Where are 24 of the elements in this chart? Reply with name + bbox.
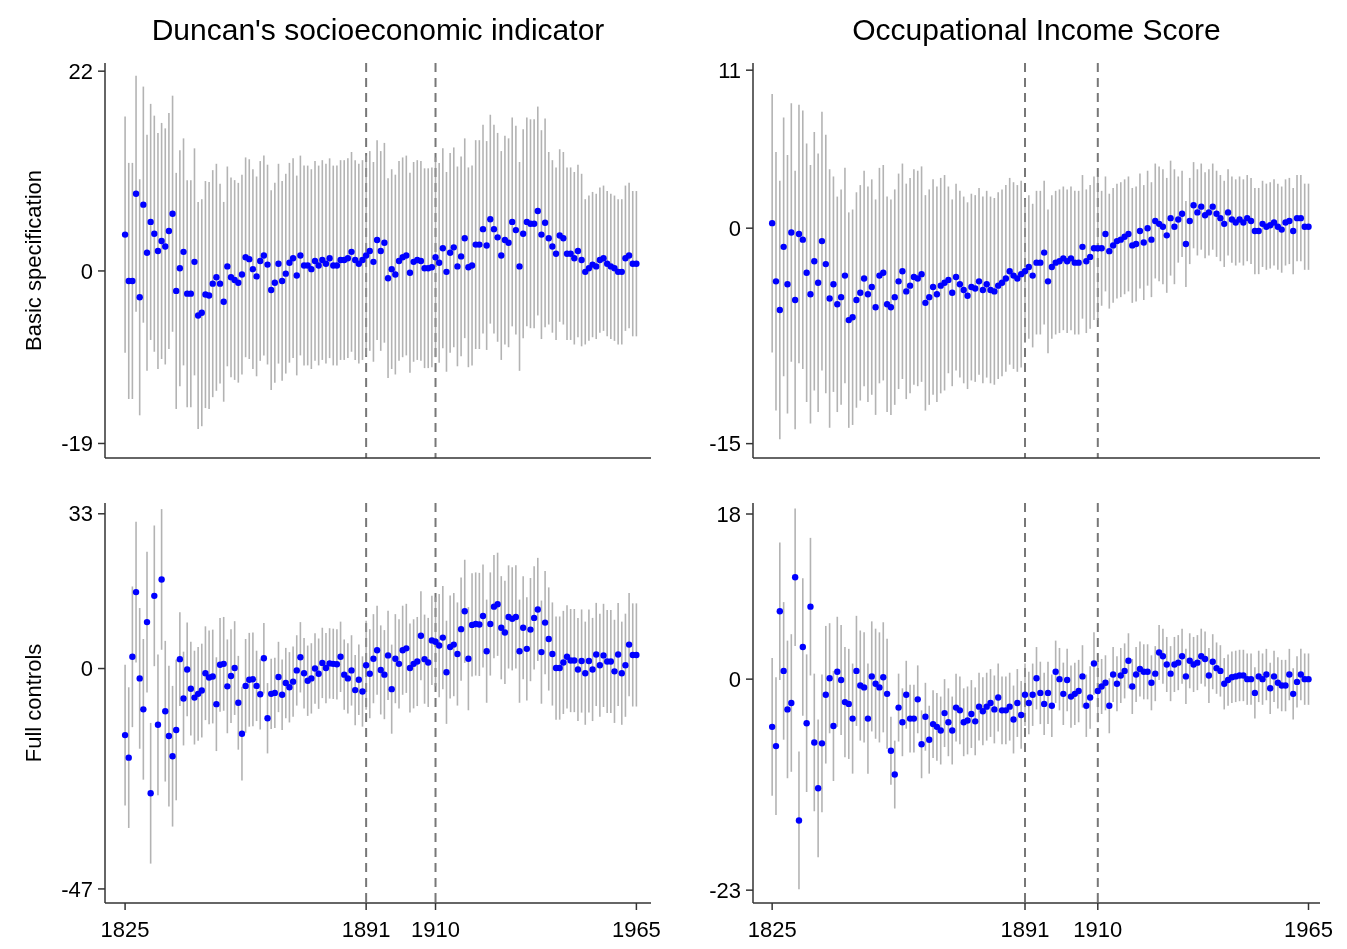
y-tick-label: 0 (80, 258, 93, 284)
x-tick-label: 1825 (747, 917, 797, 942)
y-tick-label: 18 (716, 501, 741, 527)
x-tick-label: 1965 (611, 917, 661, 942)
y-tick-label: 22 (68, 58, 93, 84)
x-tick-label: 1910 (1073, 917, 1123, 942)
y-tick-label: 0 (728, 666, 741, 692)
x-tick-label: 1825 (100, 917, 150, 942)
y-tick-label: -47 (61, 876, 93, 902)
y-tick-label: 33 (68, 501, 93, 527)
x-tick-label: 1910 (411, 917, 460, 942)
y-axis-title: Basic specification (21, 170, 46, 351)
chart-title: Duncan's socioeconomic indicator (151, 13, 605, 46)
x-tick-label: 1891 (1000, 917, 1050, 942)
chart-title: Occupational Income Score (852, 13, 1221, 46)
y-tick-label: 0 (728, 215, 741, 241)
y-tick-label: -15 (709, 431, 741, 457)
y-axis-title: Full controls (21, 643, 46, 763)
x-tick-label: 1965 (1284, 917, 1333, 942)
y-tick-label: -23 (709, 877, 741, 903)
y-tick-label: 0 (80, 656, 93, 682)
y-tick-label: 11 (718, 57, 741, 83)
y-tick-label: -19 (61, 431, 93, 457)
x-tick-label: 1891 (341, 917, 391, 942)
